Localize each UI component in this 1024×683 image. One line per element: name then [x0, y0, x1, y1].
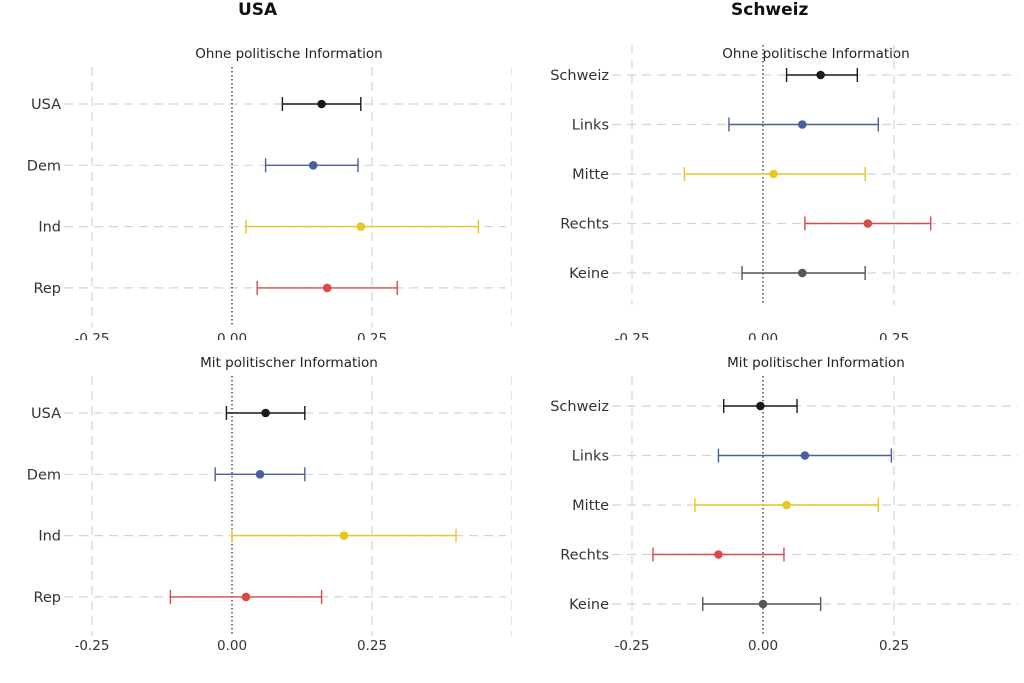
error-bar-keine	[741, 266, 866, 280]
chart-svg: Schweiz Links Mitte Rechts Keine -0.25 0.00 0.2…	[550, 376, 1018, 654]
estimate-point	[317, 99, 326, 109]
category-label: Schweiz	[550, 399, 609, 415]
error-bar-rechts	[804, 216, 932, 231]
estimate-point	[798, 268, 807, 278]
estimate-point	[714, 550, 723, 559]
estimate-point	[241, 592, 251, 602]
category-label: USA	[31, 406, 61, 422]
category-label: Keine	[569, 266, 609, 282]
category-label: Ind	[38, 220, 61, 236]
error-bar-ind	[231, 528, 457, 543]
estimate-point	[339, 531, 349, 540]
category-label: Rep	[33, 590, 61, 606]
error-bar-usa	[225, 406, 306, 420]
x-tick-label: 0.25	[879, 331, 909, 340]
error-bar-usa	[281, 97, 362, 111]
estimate-point	[769, 169, 778, 179]
category-label: Rep	[33, 281, 61, 297]
error-bar-schweiz	[722, 399, 798, 413]
error-bar-dem	[214, 467, 306, 482]
category-label: Mitte	[572, 167, 609, 183]
category-label: Links	[572, 449, 609, 465]
category-label: Links	[572, 118, 609, 134]
panel-title: Ohne politische Information	[722, 46, 910, 62]
panel-title: Mit politischer Information	[200, 355, 378, 371]
estimate-point	[322, 283, 332, 293]
x-tick-label: 0.25	[357, 331, 387, 340]
error-bar-keine	[702, 597, 822, 611]
category-label: Rechts	[560, 217, 609, 233]
error-bar-rep	[169, 589, 323, 604]
category-label: Schweiz	[550, 68, 609, 84]
x-tick-label: 0.25	[357, 638, 387, 654]
category-label: Ind	[38, 529, 61, 545]
error-bar-mitte	[694, 498, 879, 512]
chart-svg: USA Dem Ind Rep -0.25 0.00 0.25	[27, 67, 512, 340]
x-tick-label: 0.00	[217, 638, 247, 654]
error-bar-links	[717, 448, 893, 463]
x-tick-label: -0.25	[75, 638, 110, 654]
error-bar-rep	[256, 280, 398, 295]
chart-panel: Ohne politische Information USA Dem Ind Rep -…	[0, 22, 512, 340]
error-bar-mitte	[683, 167, 866, 181]
chart-panel: Mit politischer Information USA Dem Ind Rep -…	[0, 353, 512, 671]
category-label: Dem	[27, 158, 61, 174]
error-bar-ind	[245, 219, 480, 234]
error-bar-schweiz	[785, 68, 859, 82]
column-title-usa: USA	[238, 0, 278, 20]
x-tick-label: 0.00	[748, 331, 778, 340]
x-tick-label: -0.25	[75, 331, 110, 340]
x-tick-label: -0.25	[615, 638, 650, 654]
estimate-point	[758, 599, 768, 609]
estimate-point	[261, 408, 270, 418]
column-title-schweiz: Schweiz	[731, 0, 809, 20]
estimate-point	[863, 219, 873, 228]
category-label: Dem	[27, 467, 61, 483]
estimate-point	[782, 500, 791, 510]
category-label: USA	[31, 97, 61, 113]
chart-panel: Ohne politische Information Schweiz Links M…	[512, 22, 1024, 340]
estimate-point	[356, 222, 366, 231]
x-tick-label: 0.00	[748, 638, 778, 654]
estimate-point	[798, 120, 807, 129]
panel-title: Ohne politische Information	[195, 46, 383, 62]
x-tick-label: -0.25	[615, 331, 650, 340]
panel-title: Mit politischer Information	[727, 355, 905, 371]
x-tick-label: 0.25	[879, 638, 909, 654]
estimate-point	[756, 401, 765, 411]
error-bar-links	[728, 117, 879, 132]
estimate-point	[800, 451, 810, 460]
chart-svg: Schweiz Links Mitte Rechts Keine -0.25 0.00 0.2…	[550, 45, 1018, 340]
x-tick-label: 0.00	[217, 331, 247, 340]
chart-svg: USA Dem Ind Rep -0.25 0.00 0.25	[27, 376, 512, 654]
error-bar-dem	[264, 158, 359, 173]
category-label: Keine	[569, 597, 609, 613]
estimate-point	[308, 161, 318, 170]
chart-panel: Mit politischer Information Schweiz Links M…	[512, 353, 1024, 671]
category-label: Mitte	[572, 498, 609, 514]
estimate-point	[255, 470, 265, 479]
estimate-point	[816, 70, 825, 80]
category-label: Rechts	[560, 548, 609, 564]
error-bar-rechts	[652, 547, 785, 562]
